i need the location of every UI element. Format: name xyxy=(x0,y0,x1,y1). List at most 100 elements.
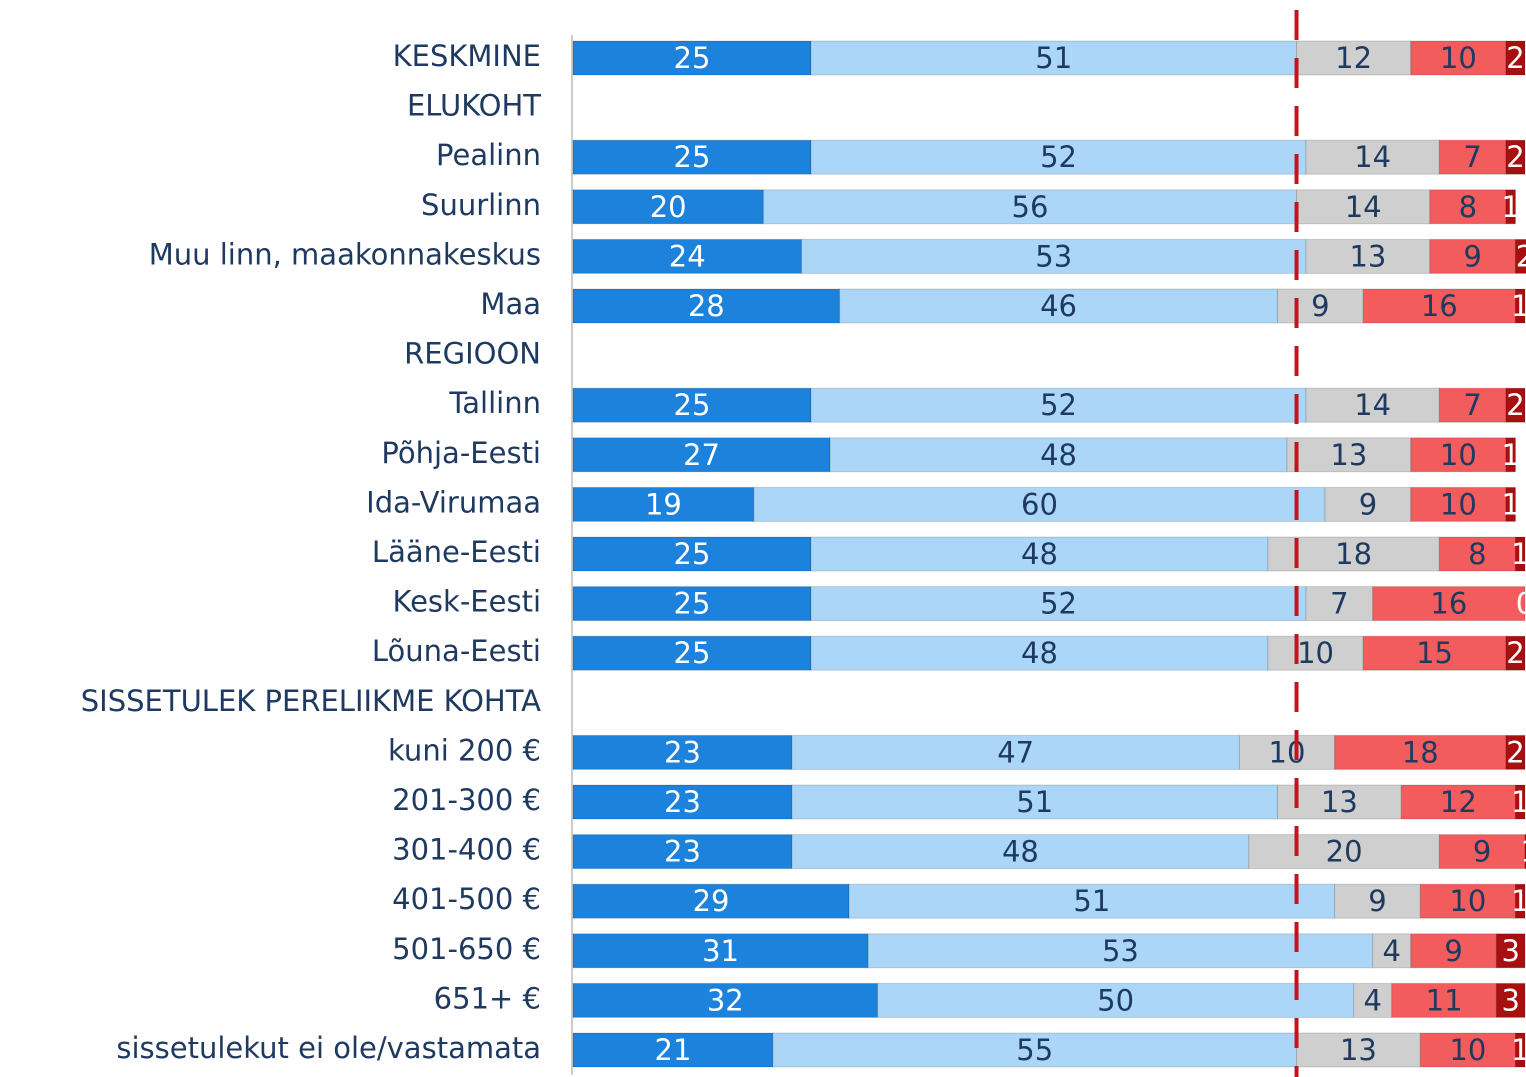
value-label: 48 xyxy=(1021,636,1058,670)
value-label: 14 xyxy=(1354,388,1391,422)
value-label: 7 xyxy=(1463,140,1481,174)
bar-segment xyxy=(1391,982,1497,1018)
bar-segment xyxy=(1362,635,1507,671)
value-label: 10 xyxy=(1440,41,1477,75)
category-label: ELUKOHT xyxy=(407,89,541,123)
bar-segment xyxy=(1438,387,1507,423)
value-label: 3 xyxy=(1501,983,1519,1017)
category-label: 301-400 € xyxy=(392,833,541,867)
value-label: 47 xyxy=(997,735,1034,769)
value-label: 25 xyxy=(674,41,711,75)
bar-segment xyxy=(791,734,1240,770)
category-label: KESKMINE xyxy=(393,39,541,73)
value-label: 10 xyxy=(1297,636,1334,670)
value-label: 1 xyxy=(1521,835,1526,869)
value-label: 9 xyxy=(1473,835,1491,869)
value-label: 25 xyxy=(674,636,711,670)
value-label: 25 xyxy=(674,537,711,571)
value-label: 13 xyxy=(1349,239,1386,273)
value-label: 13 xyxy=(1321,785,1358,819)
value-label: 10 xyxy=(1440,438,1477,472)
value-label: 14 xyxy=(1345,190,1382,224)
value-label: 60 xyxy=(1021,487,1058,521)
value-label: 51 xyxy=(1016,785,1053,819)
value-label: 23 xyxy=(664,835,701,869)
bar-segment xyxy=(572,586,812,622)
value-label: 48 xyxy=(1040,438,1077,472)
bar-segment xyxy=(1505,635,1526,671)
value-label: 9 xyxy=(1368,884,1386,918)
value-label: 25 xyxy=(674,587,711,621)
bar-segment xyxy=(1305,387,1440,423)
bar-segment xyxy=(791,784,1278,820)
value-label: 1 xyxy=(1501,438,1519,472)
bar-segment xyxy=(572,536,812,572)
bar-segment xyxy=(1514,536,1526,572)
bar-segment xyxy=(1495,933,1526,969)
value-label: 7 xyxy=(1330,587,1348,621)
value-label: 55 xyxy=(1016,1033,1053,1067)
value-label: 12 xyxy=(1440,785,1477,819)
value-label: 1 xyxy=(1511,1033,1526,1067)
bar-segment xyxy=(1514,288,1526,324)
bar-segment xyxy=(572,635,812,671)
category-label: 201-300 € xyxy=(392,783,541,817)
value-label: 4 xyxy=(1382,934,1400,968)
bar-segment xyxy=(848,883,1336,919)
value-label: 23 xyxy=(664,785,701,819)
value-label: 9 xyxy=(1463,239,1481,273)
bar-segment xyxy=(1410,933,1497,969)
value-label: 9 xyxy=(1359,487,1377,521)
bar-segment xyxy=(1400,784,1516,820)
value-label: 10 xyxy=(1449,884,1486,918)
value-label: 2 xyxy=(1516,239,1526,273)
bar-segment xyxy=(1505,734,1526,770)
bar-segment xyxy=(572,139,812,175)
bar-segment xyxy=(1419,883,1516,919)
value-label: 18 xyxy=(1335,537,1372,571)
bar-segment xyxy=(572,883,850,919)
bar-segment xyxy=(1505,437,1516,473)
value-label: 56 xyxy=(1012,190,1049,224)
bar-segment xyxy=(1334,883,1421,919)
value-label: 2 xyxy=(1506,41,1524,75)
bar-segment xyxy=(1238,734,1336,770)
category-label: Kesk-Eesti xyxy=(393,585,541,619)
value-label: 2 xyxy=(1506,636,1524,670)
bar-segment xyxy=(1410,437,1507,473)
category-label: Ida-Virumaa xyxy=(366,485,541,519)
value-label: 21 xyxy=(655,1033,692,1067)
bar-segment xyxy=(1514,784,1526,820)
category-label: sissetulekut ei ole/vastamata xyxy=(116,1031,541,1065)
value-label: 46 xyxy=(1040,289,1077,323)
bar-segment xyxy=(800,238,1307,274)
bar-segment xyxy=(1410,486,1507,522)
value-label: 32 xyxy=(707,983,744,1017)
category-label: 501-650 € xyxy=(392,932,541,966)
value-label: 25 xyxy=(674,140,711,174)
bar-segment xyxy=(810,586,1307,622)
bar-segment xyxy=(877,982,1355,1018)
bar-segment xyxy=(1505,189,1516,225)
value-label: 10 xyxy=(1269,735,1306,769)
bar-segment xyxy=(1305,238,1431,274)
value-label: 13 xyxy=(1330,438,1367,472)
bar-segment xyxy=(1296,189,1431,225)
value-label: 31 xyxy=(702,934,739,968)
value-label: 8 xyxy=(1459,190,1477,224)
value-label: 2 xyxy=(1506,388,1524,422)
category-label: Tallinn xyxy=(448,386,541,420)
value-label: 1 xyxy=(1511,537,1526,571)
category-label: 401-500 € xyxy=(392,882,541,916)
bar-segment xyxy=(572,437,831,473)
value-label: 15 xyxy=(1416,636,1453,670)
category-label: Suurlinn xyxy=(421,188,541,222)
value-label: 24 xyxy=(669,239,706,273)
bar-segment xyxy=(572,784,793,820)
value-label: 7 xyxy=(1463,388,1481,422)
bar-segment xyxy=(1305,586,1374,622)
bar-segment xyxy=(772,1032,1298,1068)
category-label: Lääne-Eesti xyxy=(372,535,541,569)
value-label: 18 xyxy=(1402,735,1439,769)
